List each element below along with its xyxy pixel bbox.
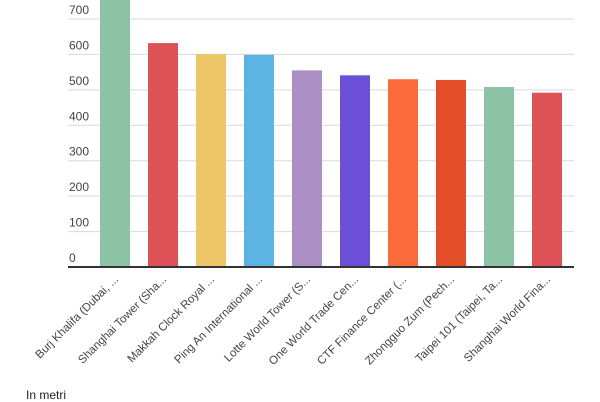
x-tick-label: Shanghai World Fina... bbox=[462, 274, 553, 365]
y-tick-label: 300 bbox=[69, 145, 89, 159]
x-tick-label: Shanghai Tower (Sha... bbox=[76, 274, 169, 367]
bar bbox=[436, 79, 466, 268]
bar bbox=[532, 92, 562, 267]
bar bbox=[484, 87, 514, 267]
bar bbox=[100, 0, 130, 267]
bars bbox=[100, 0, 562, 268]
y-tick-label: 100 bbox=[69, 216, 89, 230]
x-tick-label: CTF Finance Center (... bbox=[315, 274, 409, 368]
bar bbox=[196, 54, 226, 268]
unit-footnote: In metri bbox=[26, 388, 67, 402]
y-tick-label: 700 bbox=[69, 3, 89, 17]
x-tick-label: Makkah Clock Royal ... bbox=[125, 274, 217, 366]
x-tick-label: Zhongguo Zum (Pech... bbox=[363, 274, 457, 368]
x-tick-label: Burj Khalifa (Dubai, ... bbox=[34, 274, 122, 362]
y-axis-ticks: 0 100 200 300 400 500 600 700 bbox=[69, 3, 89, 265]
y-tick-label: 500 bbox=[69, 74, 89, 88]
y-tick-label: 400 bbox=[69, 109, 89, 123]
bar bbox=[148, 43, 178, 267]
y-tick-label: 200 bbox=[69, 180, 89, 194]
x-tick-label: Taipei 101 (Taipei, Ta... bbox=[414, 274, 506, 366]
y-tick-label: 600 bbox=[69, 38, 89, 52]
x-axis-labels: Burj Khalifa (Dubai, ...Shanghai Tower (… bbox=[34, 274, 554, 368]
bar bbox=[292, 70, 322, 267]
bar bbox=[340, 75, 370, 268]
x-tick-label: Lotte World Tower (S... bbox=[222, 274, 313, 365]
bar bbox=[244, 54, 274, 268]
bar bbox=[388, 79, 418, 267]
x-tick-label: Ping An International ... bbox=[173, 274, 266, 367]
y-tick-label: 0 bbox=[69, 251, 76, 265]
x-tick-label: One World Trade Cen... bbox=[267, 274, 361, 368]
